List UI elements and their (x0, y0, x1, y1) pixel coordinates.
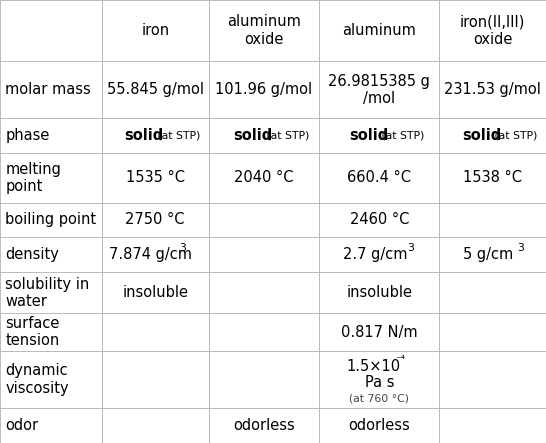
Bar (209, 153, 319, 202)
Bar (440, 272, 546, 314)
Text: odorless: odorless (348, 418, 410, 433)
Text: 5 g/cm: 5 g/cm (463, 247, 513, 262)
Bar (102, 118, 209, 153)
Text: odor: odor (5, 418, 39, 433)
Bar (209, 118, 319, 153)
Bar (102, 237, 209, 272)
Text: 3: 3 (517, 243, 524, 253)
Text: solid: solid (234, 128, 272, 144)
Bar (0, 153, 102, 202)
Text: odorless: odorless (233, 418, 295, 433)
Bar (102, 272, 209, 314)
Text: dynamic
viscosity: dynamic viscosity (5, 363, 69, 396)
Text: 26.9815385 g
/mol: 26.9815385 g /mol (329, 74, 430, 106)
Text: Pa s: Pa s (365, 374, 394, 389)
Text: 55.845 g/mol: 55.845 g/mol (106, 82, 204, 97)
Bar (209, 272, 319, 314)
Bar (440, 118, 546, 153)
Bar (319, 202, 440, 237)
Text: aluminum
oxide: aluminum oxide (227, 15, 301, 47)
Bar (319, 118, 440, 153)
Text: insoluble: insoluble (346, 285, 412, 300)
Bar (440, 237, 546, 272)
Bar (319, 153, 440, 202)
Text: solid: solid (124, 128, 164, 144)
Text: solubility in
water: solubility in water (5, 276, 90, 309)
Text: boiling point: boiling point (5, 213, 97, 227)
Bar (319, 408, 440, 443)
Bar (0, 408, 102, 443)
Bar (440, 153, 546, 202)
Text: surface
tension: surface tension (5, 316, 60, 349)
Text: 3: 3 (180, 243, 186, 253)
Bar (209, 61, 319, 118)
Text: 1.5×10: 1.5×10 (347, 358, 401, 373)
Text: molar mass: molar mass (5, 82, 91, 97)
Bar (209, 237, 319, 272)
Text: 231.53 g/mol: 231.53 g/mol (444, 82, 541, 97)
Bar (0, 202, 102, 237)
Bar (319, 272, 440, 314)
Text: 1535 °C: 1535 °C (126, 171, 185, 185)
Bar (0, 237, 102, 272)
Text: aluminum: aluminum (342, 23, 416, 38)
Text: (at STP): (at STP) (263, 131, 309, 141)
Bar (0, 314, 102, 351)
Text: 2040 °C: 2040 °C (234, 171, 294, 185)
Text: 2750 °C: 2750 °C (126, 213, 185, 227)
Text: density: density (5, 247, 60, 262)
Text: 660.4 °C: 660.4 °C (347, 171, 411, 185)
Bar (319, 314, 440, 351)
Text: solid: solid (462, 128, 501, 144)
Text: melting
point: melting point (5, 162, 61, 194)
Text: 3: 3 (407, 243, 414, 253)
Bar (102, 61, 209, 118)
Bar (319, 237, 440, 272)
Bar (440, 202, 546, 237)
Text: (at STP): (at STP) (154, 131, 200, 141)
Bar (209, 0, 319, 61)
Bar (0, 351, 102, 408)
Text: 1538 °C: 1538 °C (463, 171, 522, 185)
Text: 2.7 g/cm: 2.7 g/cm (343, 247, 407, 262)
Text: 7.874 g/cm: 7.874 g/cm (109, 247, 192, 262)
Bar (102, 408, 209, 443)
Bar (102, 314, 209, 351)
Bar (440, 61, 546, 118)
Text: (at STP): (at STP) (491, 131, 538, 141)
Bar (0, 272, 102, 314)
Bar (102, 351, 209, 408)
Bar (209, 202, 319, 237)
Text: phase: phase (5, 128, 50, 144)
Text: insoluble: insoluble (122, 285, 188, 300)
Bar (440, 351, 546, 408)
Bar (440, 314, 546, 351)
Bar (102, 202, 209, 237)
Bar (440, 0, 546, 61)
Text: solid: solid (349, 128, 388, 144)
Bar (319, 0, 440, 61)
Bar (209, 408, 319, 443)
Bar (440, 408, 546, 443)
Bar (319, 61, 440, 118)
Bar (209, 314, 319, 351)
Bar (0, 0, 102, 61)
Text: 101.96 g/mol: 101.96 g/mol (216, 82, 312, 97)
Text: (at STP): (at STP) (378, 131, 424, 141)
Bar (102, 153, 209, 202)
Bar (319, 351, 440, 408)
Bar (102, 0, 209, 61)
Bar (0, 118, 102, 153)
Bar (0, 61, 102, 118)
Text: (at 760 °C): (at 760 °C) (349, 393, 410, 403)
Text: iron: iron (141, 23, 169, 38)
Text: 2460 °C: 2460 °C (349, 213, 409, 227)
Text: iron(II,III)
oxide: iron(II,III) oxide (460, 15, 525, 47)
Bar (209, 351, 319, 408)
Text: ⁻⁴: ⁻⁴ (395, 355, 405, 365)
Text: 0.817 N/m: 0.817 N/m (341, 325, 418, 340)
